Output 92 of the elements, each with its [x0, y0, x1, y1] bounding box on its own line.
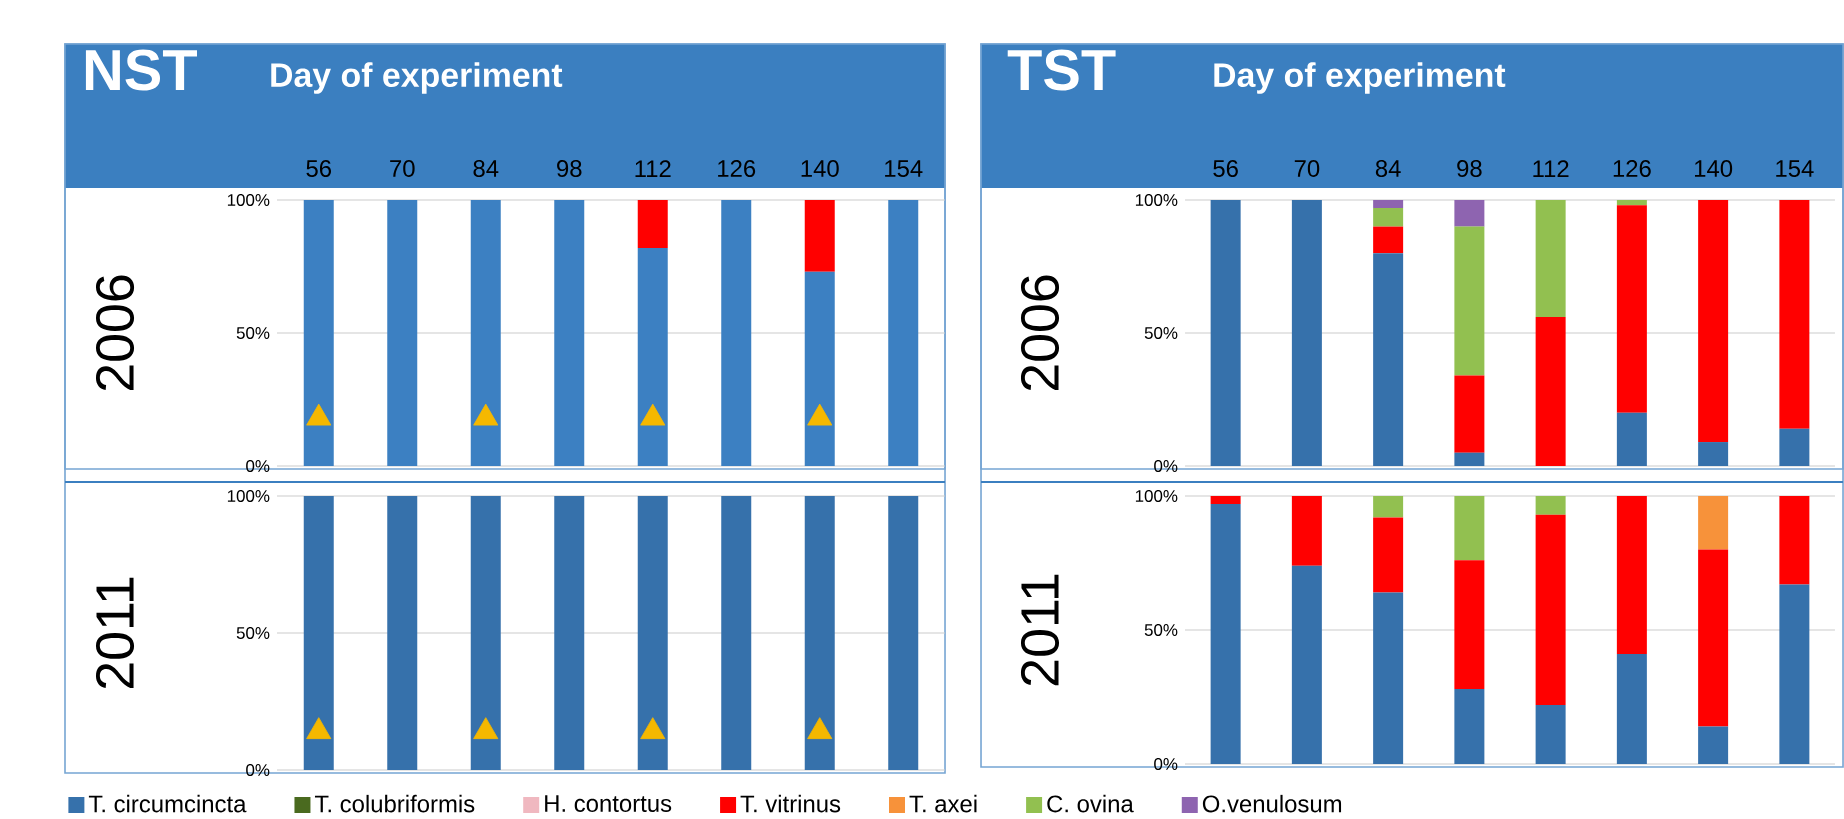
bar	[804, 199, 835, 272]
x-axis-title: Day of experiment	[271, 62, 563, 94]
bar	[888, 199, 919, 466]
x-tick-label: 98	[1457, 160, 1482, 177]
bar	[1454, 688, 1485, 764]
bar	[554, 199, 585, 466]
bar	[1616, 412, 1647, 466]
bar	[1698, 496, 1729, 550]
x-tick-label: 84	[1375, 160, 1401, 177]
bar	[1210, 504, 1241, 764]
bar	[637, 247, 668, 466]
x-tick-label: 140	[801, 160, 839, 177]
bar	[1454, 199, 1485, 227]
bar	[1291, 199, 1322, 466]
y-tick-label: 50%	[1144, 327, 1178, 339]
x-tick-label: 70	[1294, 160, 1320, 177]
y-tick-label: 100%	[227, 490, 270, 502]
bar	[1454, 226, 1485, 376]
x-tick-label: 56	[306, 160, 331, 177]
x-axis-title: Day of experiment	[1214, 62, 1506, 94]
bar	[1535, 496, 1566, 515]
x-tick-label: 112	[635, 160, 671, 177]
bar	[1535, 705, 1566, 764]
x-tick-label: 126	[1613, 160, 1651, 177]
y-tick-label: 0%	[1154, 758, 1178, 770]
bar	[1698, 442, 1729, 466]
bar	[1535, 317, 1566, 466]
bar	[1373, 592, 1404, 764]
bar	[1535, 199, 1566, 318]
x-tick-label: 112	[1533, 160, 1569, 177]
bar	[1698, 199, 1729, 443]
legend-label: T. colubriformis	[314, 794, 475, 813]
bar	[1616, 496, 1647, 655]
bar	[1210, 199, 1241, 466]
y-axis-title: 2006	[1020, 275, 1060, 391]
legend-label: T. circumcincta	[88, 794, 247, 813]
bar	[721, 199, 752, 466]
bar	[1535, 514, 1566, 706]
bar	[1454, 452, 1485, 466]
bar	[1779, 428, 1810, 466]
x-tick-label: 140	[1694, 160, 1733, 177]
bar	[1779, 199, 1810, 429]
bar	[1373, 517, 1404, 593]
y-axis-title: 2011	[1020, 574, 1060, 686]
y-axis-title: 2006	[95, 275, 135, 391]
chart-title: NST	[85, 49, 197, 91]
y-tick-label: 50%	[1144, 624, 1178, 636]
legend-label: T. vitrinus	[740, 794, 841, 813]
bar	[470, 199, 501, 466]
y-tick-label: 0%	[246, 764, 270, 776]
y-tick-label: 0%	[246, 460, 270, 472]
bar	[1698, 726, 1729, 764]
y-tick-label: 100%	[1135, 490, 1178, 502]
x-tick-label: 98	[557, 160, 582, 177]
y-tick-label: 50%	[236, 327, 270, 339]
bar	[637, 199, 668, 248]
x-tick-label: 84	[473, 160, 499, 177]
bar	[1373, 207, 1404, 227]
bar	[387, 199, 418, 466]
bar	[1454, 560, 1485, 689]
x-tick-label: 154	[885, 160, 923, 177]
legend-label: H. contortus	[545, 795, 672, 812]
bar	[1210, 496, 1241, 505]
bar	[1616, 199, 1647, 206]
bar	[1454, 496, 1485, 561]
bar	[1291, 565, 1322, 764]
x-tick-label: 70	[390, 160, 415, 177]
chart-title: TST	[1007, 49, 1116, 91]
bar	[1779, 496, 1810, 585]
bar	[1698, 549, 1729, 727]
y-tick-label: 100%	[1135, 194, 1178, 206]
bar	[804, 271, 835, 466]
bar	[1373, 199, 1404, 208]
bar	[1454, 375, 1485, 453]
y-tick-label: 100%	[227, 194, 270, 206]
y-tick-label: 50%	[236, 627, 270, 639]
legend-label: O.venulosum	[1202, 794, 1342, 813]
x-tick-label: 126	[718, 160, 756, 177]
y-tick-label: 0%	[1154, 460, 1178, 472]
bar	[1373, 253, 1404, 466]
bar	[1616, 654, 1647, 764]
x-tick-label: 154	[1776, 160, 1814, 177]
bar	[1373, 496, 1404, 518]
y-axis-title: 2011	[95, 577, 135, 689]
legend-label: T. axei	[909, 794, 977, 813]
x-tick-label: 56	[1213, 160, 1238, 177]
bar	[1616, 205, 1647, 413]
bar	[303, 199, 334, 466]
bar	[1291, 496, 1322, 566]
legend-label: C. ovina	[1047, 794, 1134, 813]
bar	[1373, 226, 1404, 254]
bar	[1779, 584, 1810, 764]
